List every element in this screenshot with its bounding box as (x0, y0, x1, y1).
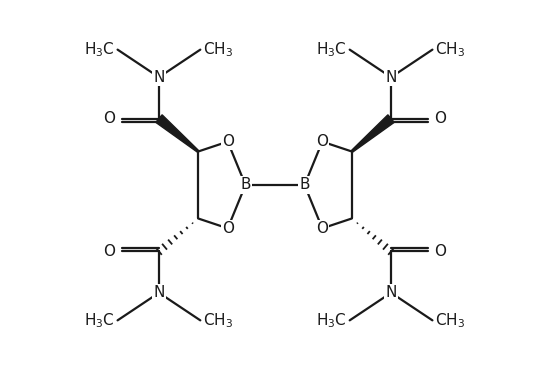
Text: CH$_3$: CH$_3$ (436, 40, 465, 59)
Text: O: O (434, 111, 447, 126)
Text: H$_3$C: H$_3$C (84, 40, 114, 59)
Text: O: O (316, 221, 328, 236)
Polygon shape (351, 115, 394, 152)
Text: B: B (240, 177, 251, 193)
Text: CH$_3$: CH$_3$ (204, 311, 233, 330)
Polygon shape (156, 115, 199, 152)
Text: O: O (103, 244, 116, 259)
Text: N: N (386, 70, 397, 85)
Text: O: O (316, 134, 328, 149)
Text: O: O (222, 134, 234, 149)
Text: O: O (434, 244, 447, 259)
Text: H$_3$C: H$_3$C (316, 40, 346, 59)
Text: O: O (222, 221, 234, 236)
Text: N: N (153, 285, 164, 300)
Text: H$_3$C: H$_3$C (84, 311, 114, 330)
Text: CH$_3$: CH$_3$ (436, 311, 465, 330)
Text: N: N (386, 285, 397, 300)
Text: N: N (153, 70, 164, 85)
Text: CH$_3$: CH$_3$ (204, 40, 233, 59)
Text: H$_3$C: H$_3$C (316, 311, 346, 330)
Text: O: O (103, 111, 116, 126)
Text: B: B (299, 177, 310, 193)
